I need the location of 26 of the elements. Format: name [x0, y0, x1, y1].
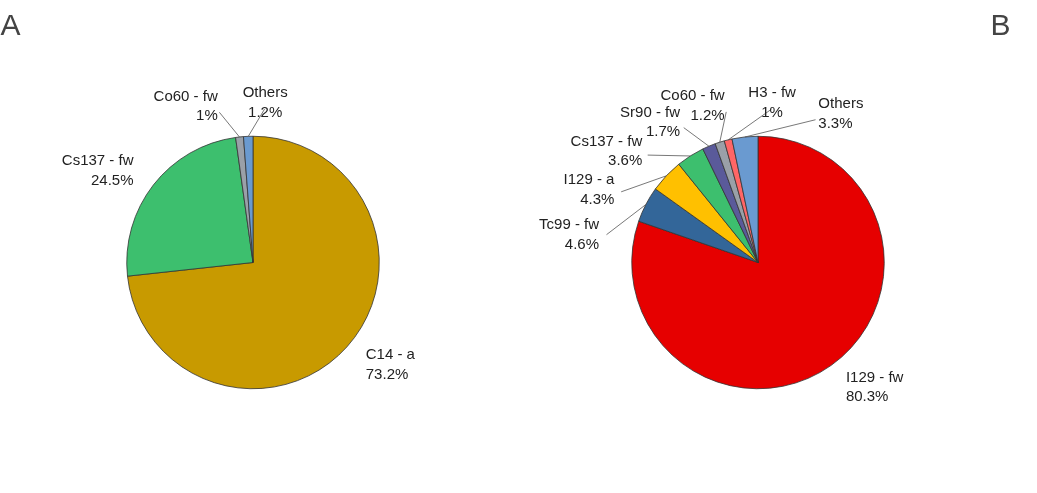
- data-label: 1.7%: [645, 122, 681, 140]
- data-label: 1%: [196, 106, 218, 124]
- slice-label: Others: [242, 83, 288, 101]
- slice-label: Sr90 - fw: [620, 102, 681, 120]
- data-label: 3.6%: [608, 151, 643, 169]
- text: B: [990, 7, 1011, 41]
- data-label: 1.2%: [248, 102, 283, 120]
- slice-label: Co60 - fw: [660, 86, 725, 104]
- slice-label: Cs137 - fw: [570, 131, 643, 149]
- data-label: 1%: [761, 102, 783, 120]
- data-label: 4.3%: [580, 189, 615, 207]
- slice-label: Others: [818, 94, 864, 112]
- slice-label: I129 - fw: [845, 367, 904, 385]
- slice-label: I129 - a: [563, 170, 616, 188]
- chart-title: A: [0, 7, 21, 41]
- data-label: 1.2%: [690, 105, 725, 123]
- data-label: 73.2%: [365, 364, 409, 382]
- data-label: 4.6%: [564, 234, 600, 252]
- slice-label: C14 - a: [365, 345, 416, 363]
- data-label: 3.3%: [818, 113, 853, 131]
- data-label: 24.5%: [90, 170, 134, 188]
- slice-label: Cs137 - fw: [61, 151, 134, 169]
- slice-label: H3 - fw: [748, 83, 797, 101]
- slice-label: Co60 - fw: [153, 86, 218, 104]
- data-label: 80.3%: [845, 387, 889, 405]
- slice-label: Tc99 - fw: [539, 215, 600, 233]
